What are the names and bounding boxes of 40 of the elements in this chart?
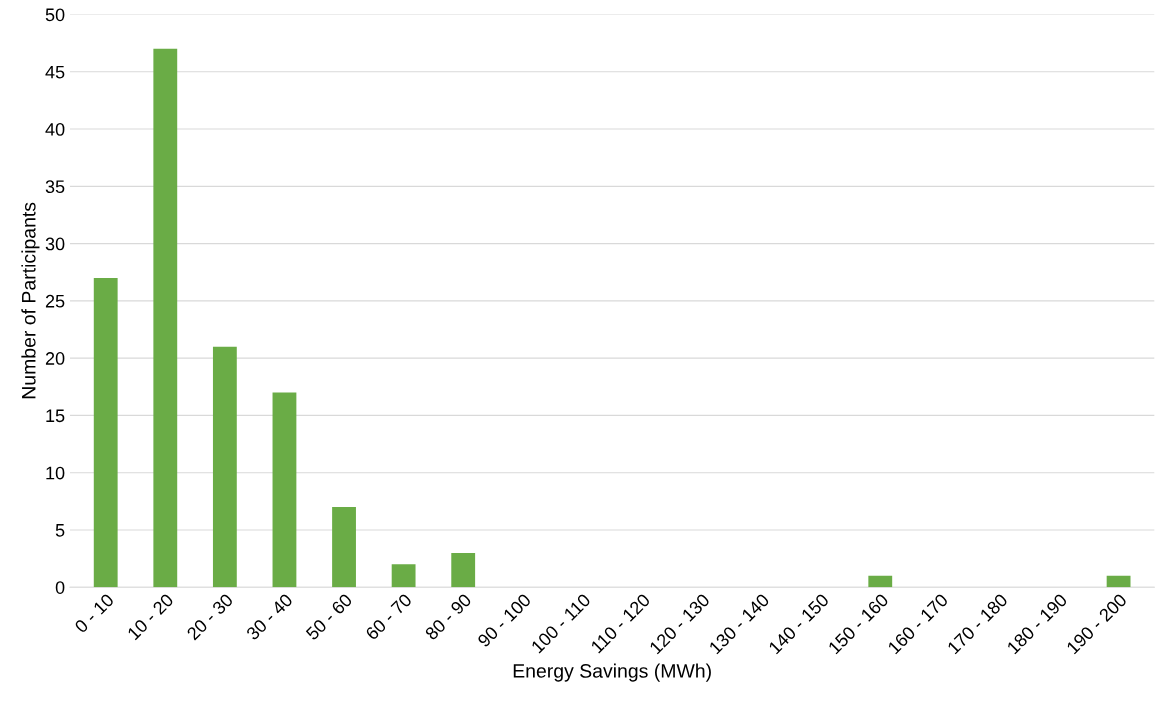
bar (451, 552, 476, 588)
x-tick-label: 10 - 20 (126, 592, 175, 641)
x-tick-label: 50 - 60 (305, 592, 353, 641)
y-tick-label: 45 (45, 65, 65, 79)
y-tick-label: 30 (45, 237, 65, 251)
bar (1106, 575, 1131, 588)
bar (212, 346, 237, 588)
x-tick-label: 90 - 100 (476, 592, 532, 648)
x-tick-label: 100 - 110 (530, 592, 592, 654)
x-tick-label: 180 - 190 (1006, 592, 1068, 655)
y-tick-label: 40 (45, 122, 65, 136)
x-tick-label: 140 - 150 (768, 592, 830, 655)
bar (272, 392, 297, 588)
x-axis-title: Energy Savings (MWh) (513, 663, 711, 682)
bar (391, 564, 416, 588)
y-tick-label: 35 (45, 180, 65, 194)
x-tick-label: 0 - 10 (73, 592, 115, 634)
y-axis-title: Number of Participants (21, 202, 40, 399)
x-tick-label: 80 - 90 (424, 592, 473, 641)
bar (868, 575, 893, 588)
y-tick-label: 15 (46, 409, 65, 423)
y-tick-label: 50 (45, 8, 65, 22)
x-tick-label: 120 - 130 (648, 592, 711, 655)
x-tick-label: 110 - 120 (590, 592, 651, 654)
bar (332, 507, 356, 588)
x-tick-label: 60 - 70 (364, 592, 413, 641)
x-tick-label: 130 - 140 (708, 592, 770, 655)
x-tick-label: 170 - 180 (946, 592, 1009, 655)
bar (93, 277, 118, 588)
x-tick-label: 160 - 170 (887, 592, 949, 655)
y-tick-label: 10 (46, 466, 65, 480)
y-tick-label: 5 (55, 524, 65, 537)
y-tick-label: 25 (45, 294, 65, 308)
x-tick-label: 30 - 40 (245, 592, 294, 641)
bar (153, 48, 178, 588)
x-tick-label: 150 - 160 (827, 592, 890, 655)
x-tick-label: 20 - 30 (186, 592, 234, 641)
y-tick-label: 0 (55, 581, 65, 594)
x-tick-label: 190 - 200 (1065, 592, 1128, 655)
y-tick-label: 20 (45, 352, 65, 365)
